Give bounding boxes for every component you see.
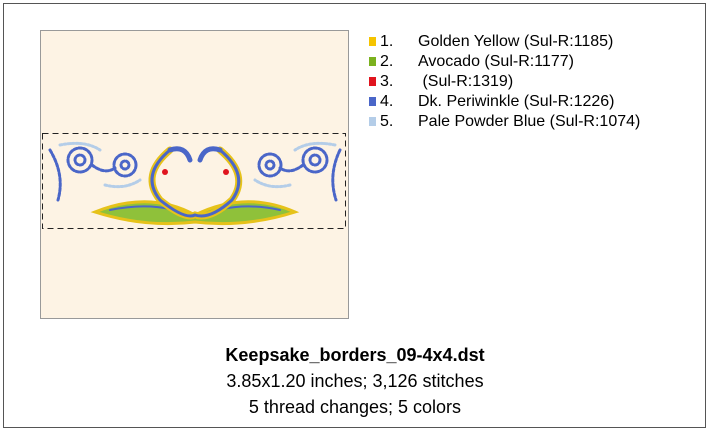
design-bounds [42,133,346,229]
color-name: Avocado (Sul-R:1177) [418,53,574,70]
color-swatch [369,97,376,106]
color-swatch [369,77,376,86]
color-name: Dk. Periwinkle (Sul-R:1226) [418,93,615,110]
color-number: 5. [380,113,393,130]
color-name: (Sul-R:1319) [418,73,513,90]
color-number: 4. [380,93,393,110]
color-name: Golden Yellow (Sul-R:1185) [418,33,613,50]
color-number: 3. [380,73,393,90]
color-legend: 1. Golden Yellow (Sul-R:1185) 2. Avocado (S… [369,33,640,130]
color-swatch [369,37,376,46]
color-swatch [369,117,376,126]
size-info: 3.85x1.20 inches; 3,126 stitches [226,371,483,391]
embroidery-art [48,141,342,226]
color-number: 2. [380,53,393,70]
color-number: 1. [380,33,393,50]
hoop-area [40,30,349,319]
thread-info: 5 thread changes; 5 colors [249,397,461,417]
color-name: Pale Powder Blue (Sul-R:1074) [418,113,640,130]
file-name: Keepsake_borders_09-4x4.dst [225,345,484,365]
color-swatch [369,57,376,66]
